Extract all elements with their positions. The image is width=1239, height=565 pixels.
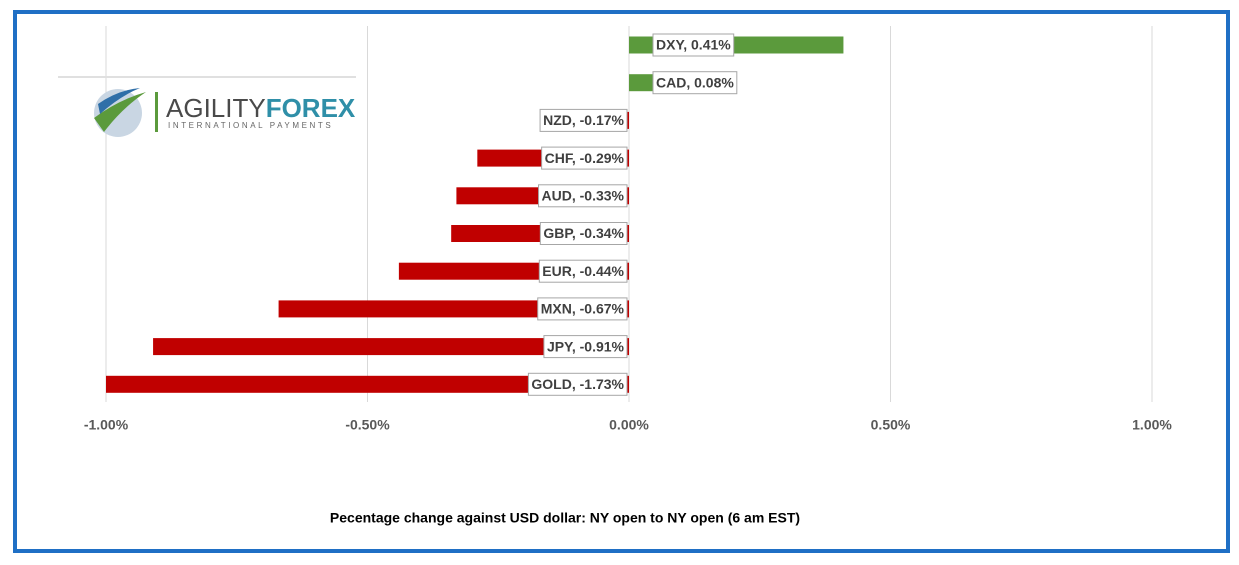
logo-tagline: INTERNATIONAL PAYMENTS	[168, 121, 333, 130]
data-label-box	[652, 33, 735, 57]
data-label-box	[538, 184, 628, 208]
data-label: EUR, -0.44%	[542, 263, 624, 279]
logo: AGILITYFOREX INTERNATIONAL PAYMENTS	[58, 76, 356, 137]
data-label-box	[537, 297, 628, 321]
data-label-box	[543, 335, 628, 359]
logo-swoosh	[94, 92, 146, 132]
labels: DXY, 0.41% CAD, 0.08% NZD, -0.17% CHF, -0.2…	[527, 33, 738, 396]
data-label: AUD, -0.33%	[542, 188, 625, 204]
logo-swoosh	[98, 88, 140, 114]
logo-bar	[155, 92, 158, 132]
logo-rule	[58, 76, 356, 78]
data-label-box	[539, 222, 628, 245]
data-label: JPY, -0.91%	[547, 338, 625, 354]
x-tick-label: 0.50%	[871, 417, 911, 433]
x-tick-label: 0.00%	[609, 417, 649, 433]
data-label-box	[541, 146, 628, 170]
x-tick-label: -0.50%	[345, 417, 390, 433]
frame	[13, 10, 1230, 553]
data-label-box	[539, 108, 628, 132]
data-label: CHF, -0.29%	[545, 150, 625, 166]
data-label-box	[527, 372, 628, 396]
data-label: GBP, -0.34%	[543, 225, 624, 241]
chart-title: Pecentage change against USD dollar: NY …	[330, 510, 800, 526]
bar	[106, 375, 630, 393]
x-tick-label: -1.00%	[84, 417, 129, 433]
x-tick-label: 1.00%	[1132, 417, 1172, 433]
logo-name: AGILITYFOREX	[166, 93, 356, 123]
data-label: GOLD, -1.73%	[531, 376, 624, 392]
data-label-box	[538, 259, 628, 283]
data-label: MXN, -0.67%	[541, 301, 625, 317]
data-label: CAD, 0.08%	[656, 74, 734, 90]
bar	[153, 338, 629, 356]
data-label: NZD, -0.17%	[543, 112, 624, 128]
data-label: DXY, 0.41%	[656, 37, 731, 53]
data-label-box	[652, 71, 738, 95]
